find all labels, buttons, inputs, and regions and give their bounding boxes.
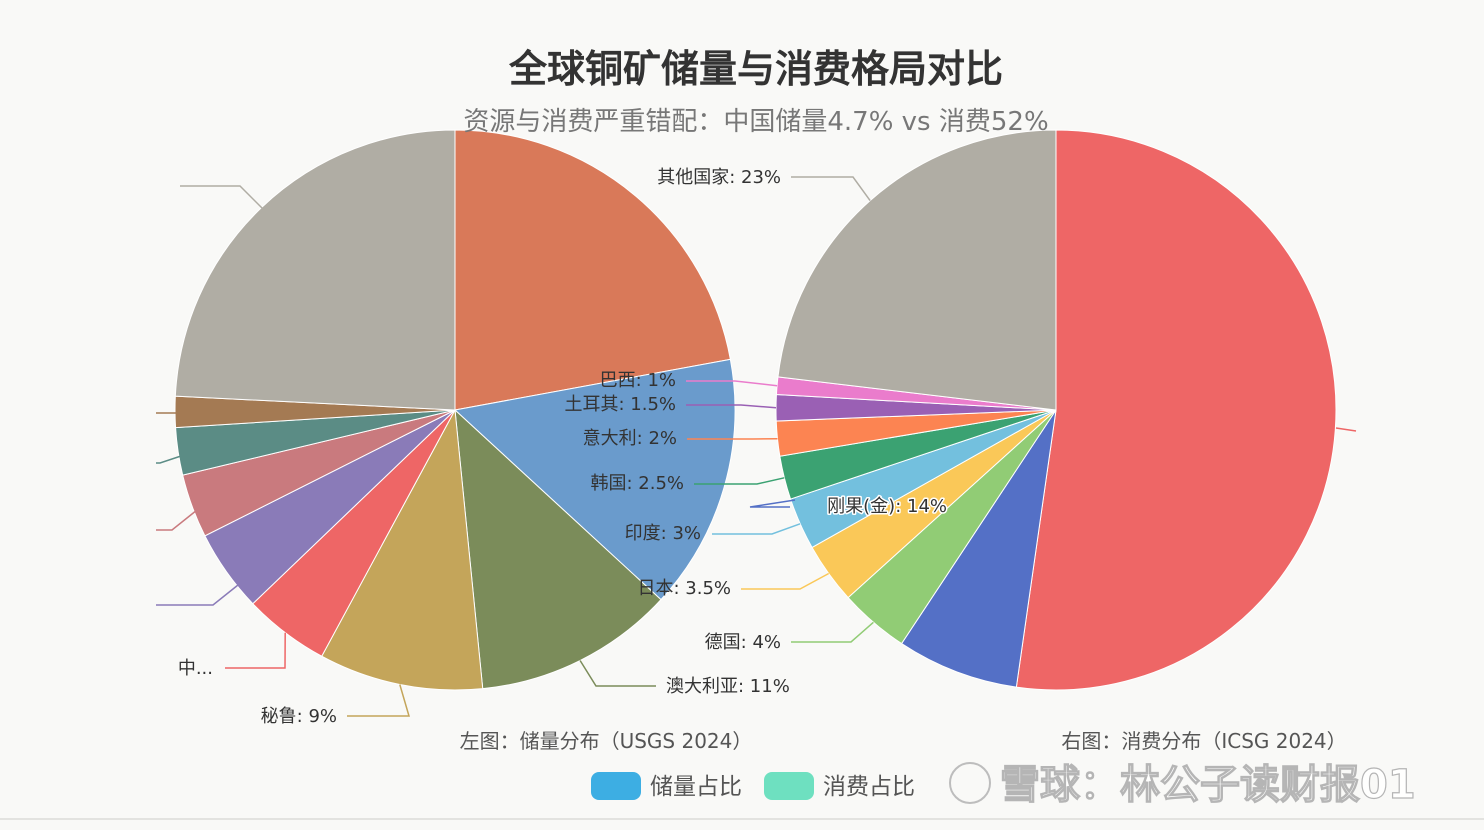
- reserve-label-中国: 中...: [178, 658, 213, 679]
- chart-title: 全球铜矿储量与消费格局对比: [508, 47, 1003, 91]
- reserve-leader-其他国家: [180, 185, 263, 209]
- slice-labels: 刚果(金): 14% 澳大利亚: 11% 秘鲁: 9% 中... 德国: 4% 日本: 3…: [156, 167, 1357, 727]
- watermark-text: 雪球：林公子读财报01: [1000, 762, 1416, 808]
- legend-swatch-reserves[interactable]: [591, 772, 641, 800]
- legend-swatch-consumption[interactable]: [764, 772, 814, 800]
- consumption-label-日本: 日本: 3.5%: [637, 578, 731, 599]
- consumption-label-印度: 印度: 3%: [625, 523, 701, 544]
- consumption-slice-其他国家[interactable]: [777, 129, 1057, 411]
- consumption-pie: [775, 129, 1337, 691]
- reserve-label-澳大利亚: 澳大利亚: 11%: [666, 676, 790, 697]
- legend: 储量占比 消费占比: [591, 772, 915, 800]
- reserve-leader-中国: [225, 632, 286, 669]
- legend-label-reserves[interactable]: 储量占比: [650, 774, 742, 800]
- reserves-caption: 左图：储量分布（USGS 2024）: [460, 729, 753, 753]
- consumption-caption: 右图：消费分布（ICSG 2024）: [1061, 729, 1346, 753]
- consumption-label-韩国: 韩国: 2.5%: [590, 473, 684, 494]
- reserve-label-秘鲁: 秘鲁: 9%: [261, 706, 337, 727]
- reserve-label-刚果金: 刚果(金): 14%: [827, 496, 947, 517]
- reserve-slice-其他国家[interactable]: [174, 129, 456, 411]
- consumption-label-巴西: 巴西: 1%: [600, 370, 676, 391]
- consumption-leader-德国: [791, 621, 874, 643]
- reserve-slice-智利[interactable]: [454, 129, 731, 411]
- consumption-leader-巴西: [686, 380, 778, 387]
- consumption-label-其他国家: 其他国家: 23%: [657, 167, 781, 188]
- reserve-leader-俄罗斯: [156, 584, 239, 606]
- reserve-leader-秘鲁: [347, 684, 411, 717]
- reserve-leader-美国: [156, 455, 182, 464]
- reserve-slice-澳大利亚[interactable]: [454, 408, 662, 690]
- consumption-leader-土耳其: [686, 404, 777, 409]
- watermark-logo-icon: [949, 762, 991, 804]
- legend-label-consumption[interactable]: 消费占比: [823, 774, 915, 800]
- consumption-leader-韩国: [694, 477, 785, 485]
- reserves-pie: [174, 129, 736, 691]
- consumption-slice-美国[interactable]: [900, 409, 1057, 688]
- consumption-leader-美国: [749, 499, 796, 508]
- chart-subtitle: 资源与消费严重错配：中国储量4.7% vs 消费52%: [463, 107, 1048, 137]
- consumption-leader-其他国家: [791, 176, 871, 202]
- consumption-label-意大利: 意大利: 2%: [583, 428, 677, 449]
- consumption-leader-日本: [741, 572, 830, 590]
- consumption-leader-中国: [1335, 427, 1357, 432]
- watermark: 雪球：林公子读财报01: [949, 761, 1416, 809]
- consumption-leader-印度: [712, 523, 801, 535]
- reserve-leader-澳大利亚: [579, 660, 656, 687]
- reserve-leader-墨西哥: [156, 509, 198, 531]
- consumption-slice-中国[interactable]: [1015, 129, 1337, 691]
- reserve-slice-刚果金[interactable]: [453, 358, 736, 601]
- consumption-label-土耳其: 土耳其: 1.5%: [564, 394, 676, 415]
- consumption-label-德国: 德国: 4%: [705, 632, 781, 653]
